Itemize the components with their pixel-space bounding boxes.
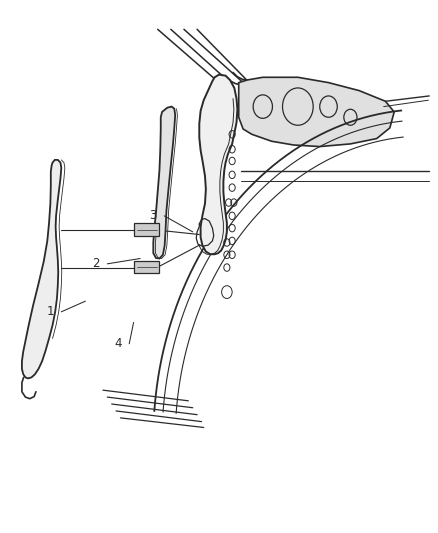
- FancyBboxPatch shape: [134, 261, 159, 273]
- Text: 3: 3: [150, 209, 157, 222]
- Polygon shape: [22, 160, 61, 378]
- Polygon shape: [239, 77, 394, 147]
- FancyBboxPatch shape: [134, 223, 159, 236]
- Polygon shape: [153, 107, 175, 259]
- Polygon shape: [199, 75, 237, 254]
- Text: 4: 4: [114, 337, 122, 350]
- Text: 1: 1: [46, 305, 54, 318]
- Text: 2: 2: [92, 257, 100, 270]
